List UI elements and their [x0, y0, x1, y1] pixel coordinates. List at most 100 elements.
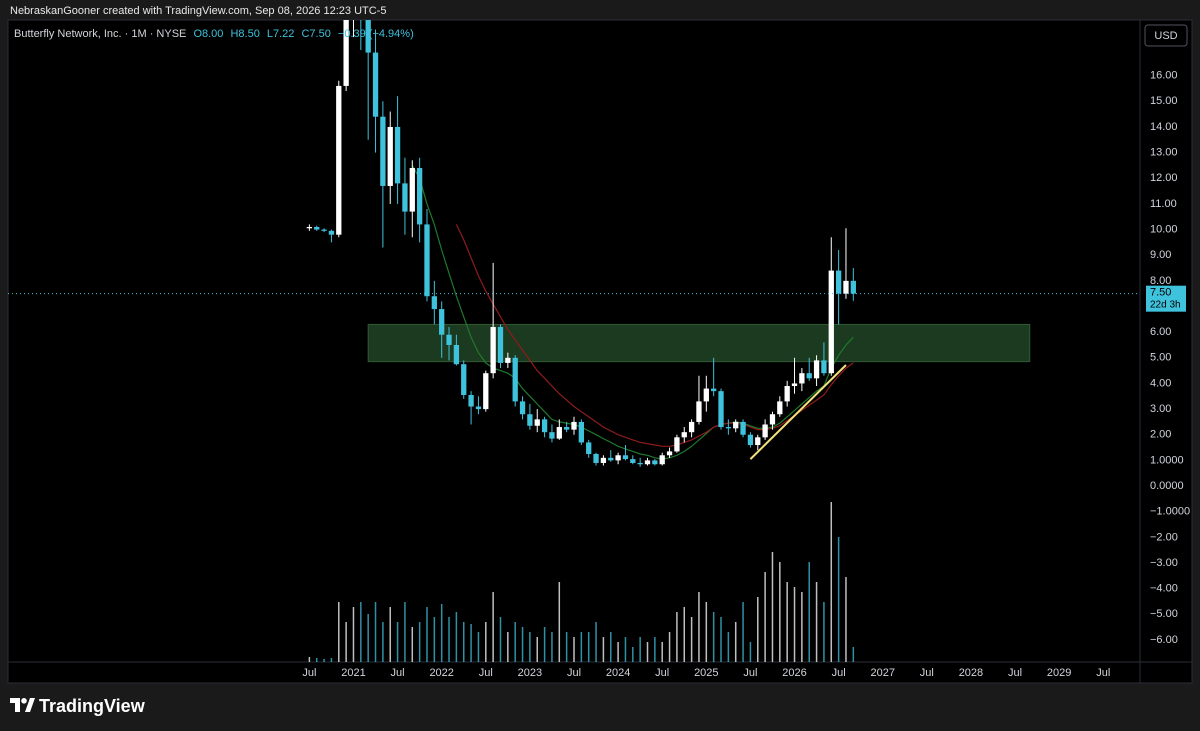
- volume-bar: [654, 637, 656, 662]
- volume-bar: [396, 622, 399, 662]
- volume-bar: [720, 617, 722, 662]
- candle-body: [666, 451, 673, 456]
- candle-body: [762, 424, 768, 438]
- volume-bar: [536, 637, 538, 662]
- volume-bar: [771, 552, 774, 662]
- x-tick-label: 2025: [694, 667, 718, 679]
- candle-body: [659, 455, 665, 465]
- volume-bar: [573, 637, 575, 662]
- volume-bar: [690, 617, 693, 662]
- candle-body: [468, 394, 474, 407]
- candle-body: [541, 419, 548, 433]
- candle-body: [564, 427, 570, 430]
- candle-body: [615, 455, 621, 461]
- volume-bar: [837, 537, 840, 662]
- volume-bar: [426, 607, 428, 662]
- candle-body: [600, 457, 607, 463]
- candle-body: [475, 406, 482, 410]
- moving-average: [455, 224, 854, 447]
- volume-bar: [705, 602, 708, 662]
- candle-body: [637, 462, 643, 465]
- volume-bar: [352, 607, 355, 662]
- candle-body: [549, 432, 555, 439]
- candle-body: [453, 344, 460, 365]
- volume-bar: [624, 637, 627, 662]
- x-tick-label: Jul: [655, 667, 669, 679]
- brand: TradingView: [39, 696, 146, 716]
- y-tick-label: 2.00: [1150, 429, 1171, 441]
- candle-body: [497, 327, 504, 363]
- candle-body: [409, 167, 415, 212]
- volume-bar: [764, 572, 766, 662]
- candle-body: [321, 229, 327, 231]
- volume-bar: [492, 592, 494, 662]
- y-tick-label: 8.00: [1150, 275, 1171, 287]
- candle-body: [747, 434, 754, 446]
- volume-bar: [323, 659, 325, 662]
- candle-body: [777, 401, 783, 415]
- volume-bar: [382, 622, 384, 662]
- y-tick-label: 4.00: [1150, 377, 1171, 389]
- y-tick-label: −1.0000: [1150, 506, 1190, 518]
- x-tick-label: Jul: [1096, 667, 1110, 679]
- volume-bar: [632, 647, 634, 662]
- y-tick-label: 10.00: [1150, 223, 1178, 235]
- candle-body: [688, 421, 695, 433]
- candle-body: [387, 126, 393, 186]
- volume-bar: [793, 587, 796, 662]
- moving-average: [411, 165, 854, 460]
- candle-body: [821, 360, 827, 374]
- x-tick-label: 2027: [870, 667, 894, 679]
- legend: Butterfly Network, Inc. · 1M · NYSE O8.0…: [14, 28, 414, 40]
- volume-bar: [448, 617, 450, 662]
- volume-bar: [661, 642, 663, 662]
- volume-bar: [521, 627, 524, 662]
- volume-bar: [712, 612, 715, 662]
- x-tick-label: Jul: [743, 667, 757, 679]
- candle-body: [644, 460, 651, 465]
- volume-bar: [779, 562, 781, 662]
- candle-body: [828, 270, 834, 374]
- candle-body: [461, 364, 467, 395]
- candle-body: [402, 183, 408, 212]
- candle-body: [755, 437, 761, 446]
- volume-bar: [668, 632, 671, 662]
- volume-bar: [440, 604, 443, 662]
- candle-body: [652, 460, 658, 465]
- y-tick-label: 9.00: [1150, 249, 1171, 261]
- volume-bar: [529, 632, 531, 662]
- volume-bar: [815, 582, 818, 662]
- x-tick-label: Jul: [302, 667, 316, 679]
- attribution: NebraskanGooner created with TradingView…: [10, 5, 386, 17]
- volume-bar: [477, 632, 480, 662]
- candle-body: [343, 20, 349, 86]
- candle-body: [630, 459, 636, 463]
- volume-bar: [374, 602, 377, 662]
- currency[interactable]: USD: [1154, 30, 1177, 42]
- y-tick-label: −3.00: [1150, 557, 1178, 569]
- candle-body: [711, 388, 717, 392]
- candle-body: [336, 85, 342, 235]
- volume-bar: [683, 607, 686, 662]
- y-tick-label: 6.00: [1150, 326, 1171, 338]
- candle-body: [674, 437, 680, 452]
- volume-bar: [433, 617, 436, 662]
- candle-body: [380, 116, 386, 186]
- volume-bar: [786, 582, 788, 662]
- plot: [8, 20, 1140, 662]
- zone: [367, 323, 1031, 363]
- candle-body: [806, 373, 812, 379]
- candle-body: [681, 432, 687, 438]
- x-tick-label: 2029: [1047, 667, 1071, 679]
- volume-bar: [499, 617, 502, 662]
- x-tick-label: 2021: [341, 667, 365, 679]
- volume-bar: [580, 632, 583, 662]
- legend-high: H8.50: [230, 28, 259, 40]
- volume-bar: [808, 562, 810, 662]
- candle-body: [527, 414, 533, 426]
- x-tick-label: Jul: [832, 667, 846, 679]
- currency-button[interactable]: [1144, 24, 1188, 47]
- volume-bar: [330, 658, 333, 662]
- x-tick-label: 2024: [606, 667, 630, 679]
- volume-bar: [639, 637, 641, 662]
